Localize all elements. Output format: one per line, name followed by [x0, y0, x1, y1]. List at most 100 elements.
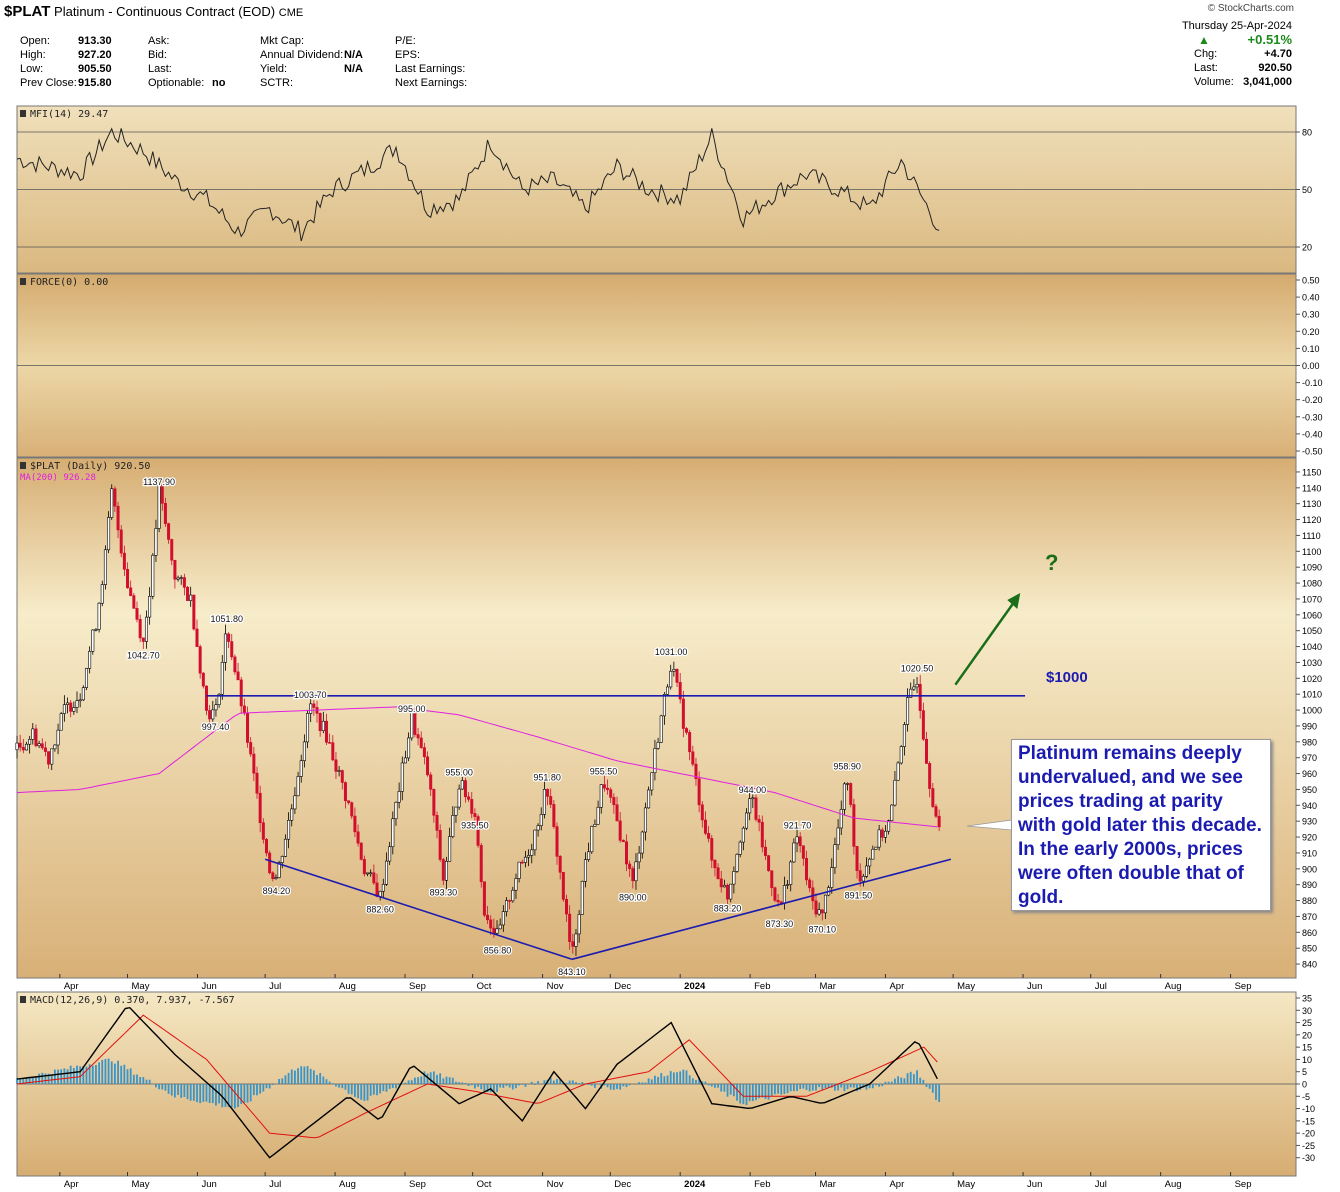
price-candle	[268, 852, 272, 874]
x-tick-label-price: Oct	[477, 981, 492, 992]
price-candle	[362, 859, 366, 875]
x-tick-label-price: Jun	[201, 981, 216, 992]
price-candle	[703, 819, 707, 834]
macd-histogram-bar	[369, 1084, 372, 1096]
mkt-cap-label: Mkt Cap:	[260, 35, 305, 47]
price-candle	[647, 789, 651, 809]
price-candle	[789, 861, 793, 885]
price-candle	[849, 783, 853, 805]
macd-histogram-bar	[511, 1084, 514, 1090]
macd-histogram-bar	[672, 1072, 675, 1084]
macd-histogram-bar	[303, 1066, 306, 1084]
price-candle	[839, 809, 843, 829]
price-candle	[520, 861, 524, 864]
chg-label: Chg:	[1194, 48, 1218, 60]
macd-histogram-bar	[483, 1084, 486, 1092]
price-candle	[422, 747, 426, 758]
macd-histogram-bar	[451, 1077, 454, 1084]
price-candle	[407, 737, 411, 759]
macd-histogram-bar	[410, 1080, 413, 1084]
macd-histogram-bar	[196, 1084, 198, 1103]
price-candle	[590, 826, 594, 853]
macd-histogram-bar	[489, 1084, 492, 1093]
price-candle	[763, 846, 767, 856]
macd-histogram-bar	[439, 1073, 442, 1084]
x-tick-label-macd: Jun	[201, 1179, 216, 1190]
macd-histogram-bar	[587, 1084, 590, 1085]
macd-histogram-bar	[445, 1076, 448, 1084]
price-candle	[249, 742, 253, 755]
macd-histogram-bar	[230, 1084, 233, 1108]
y-tick-label: 890	[1302, 880, 1317, 890]
macd-histogram-bar	[467, 1084, 470, 1087]
price-candle	[896, 762, 900, 781]
y-tick-label: -10	[1302, 1104, 1315, 1114]
commentary-callout: Platinum remains deeply undervalued, and…	[1011, 739, 1271, 911]
macd-histogram-bar	[249, 1084, 252, 1102]
price-candle	[189, 594, 193, 601]
callout-line: prices trading at parity	[1018, 791, 1223, 812]
price-candle	[340, 770, 344, 783]
y-tick-label: -20	[1302, 1129, 1315, 1139]
price-candle	[776, 900, 780, 903]
macd-histogram-bar	[404, 1082, 407, 1084]
macd-histogram-bar	[372, 1084, 375, 1095]
macd-histogram-bar	[594, 1084, 596, 1088]
breakout-arrow	[954, 598, 1018, 686]
macd-histogram-bar	[663, 1076, 666, 1084]
macd-histogram-bar	[136, 1074, 138, 1084]
macd-histogram-bar	[294, 1070, 296, 1084]
x-tick-label-price: 2024	[684, 981, 706, 992]
x-tick-label-price: Jun	[1027, 981, 1042, 992]
price-candle	[820, 909, 824, 914]
macd-histogram-bar	[843, 1084, 846, 1092]
macd-histogram-bar	[366, 1084, 369, 1101]
macd-histogram-bar	[174, 1084, 176, 1098]
price-candle	[258, 792, 262, 824]
quote-summary: Thursday 25-Apr-2024 ▲ +0.51% Chg: +4.70 …	[1160, 19, 1292, 89]
price-candle	[242, 705, 246, 714]
price-candle	[549, 796, 553, 805]
macd-histogram-bar	[183, 1084, 186, 1098]
macd-histogram-bar	[638, 1082, 641, 1084]
macd-histogram-bar	[316, 1075, 318, 1084]
macd-histogram-bar	[603, 1084, 606, 1086]
price-candle	[618, 820, 622, 841]
price-candle	[201, 672, 205, 687]
price-candle	[596, 806, 600, 825]
price-candle	[100, 584, 104, 604]
price-candle	[514, 878, 518, 891]
price-candle	[15, 742, 19, 751]
price-candle	[78, 699, 82, 702]
price-candle	[103, 549, 107, 585]
macd-histogram-bar	[398, 1084, 401, 1086]
macd-histogram-bar	[442, 1078, 445, 1084]
macd-histogram-bar	[464, 1083, 467, 1084]
y-tick-label: 960	[1302, 769, 1317, 779]
y-tick-label: 20	[1302, 243, 1312, 253]
macd-histogram-bar	[117, 1060, 119, 1084]
callout-line: with gold later this decade.	[1018, 815, 1262, 836]
price-candle	[599, 784, 603, 808]
macd-histogram-bar	[401, 1083, 404, 1084]
price-candle	[732, 871, 736, 885]
price-candle	[391, 818, 395, 848]
price-candle	[186, 586, 190, 601]
price-candle	[609, 789, 613, 798]
price-candle	[296, 776, 300, 797]
y-tick-label: 840	[1302, 960, 1317, 970]
x-tick-label-price: May	[132, 981, 150, 992]
macd-histogram-bar	[470, 1084, 473, 1086]
macd-histogram-bar	[660, 1073, 663, 1084]
macd-histogram-bar	[590, 1084, 593, 1086]
macd-histogram-bar	[802, 1084, 805, 1089]
volume-value: 3,041,000	[1243, 76, 1292, 88]
macd-histogram-bar	[919, 1077, 922, 1084]
price-candle	[637, 852, 641, 863]
macd-histogram-bar	[155, 1084, 157, 1088]
macd-histogram-bar	[751, 1084, 754, 1102]
macd-histogram-bar	[783, 1084, 786, 1094]
y-tick-label: 940	[1302, 801, 1317, 811]
price-candle	[97, 602, 101, 630]
price-candle	[808, 879, 812, 889]
